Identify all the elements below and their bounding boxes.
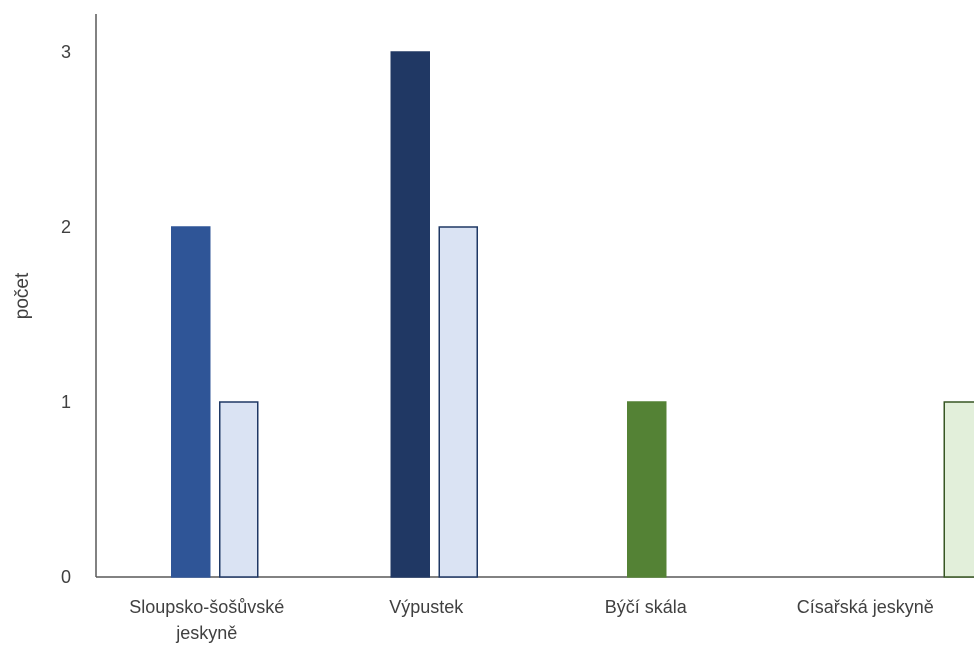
x-category-label: Výpustek bbox=[389, 597, 464, 617]
bar bbox=[943, 401, 974, 578]
bar bbox=[438, 226, 478, 578]
y-tick-label: 0 bbox=[61, 567, 71, 587]
bar bbox=[390, 51, 430, 578]
y-tick-label: 1 bbox=[61, 392, 71, 412]
y-tick-labels: 0 1 2 3 bbox=[61, 42, 71, 587]
bar bbox=[627, 401, 667, 578]
bar bbox=[219, 401, 259, 578]
category-labels: Sloupsko-šošůvské jeskyně Výpustek Býčí ská… bbox=[129, 597, 934, 643]
x-category-label: Sloupsko-šošůvské bbox=[129, 597, 284, 617]
x-category-label: Císařská jeskyně bbox=[797, 597, 934, 617]
bar bbox=[171, 226, 211, 578]
y-tick-label: 3 bbox=[61, 42, 71, 62]
x-category-label: jeskyně bbox=[175, 623, 237, 643]
y-axis-title: počet bbox=[12, 272, 33, 319]
y-tick-label: 2 bbox=[61, 217, 71, 237]
x-category-label: Býčí skála bbox=[605, 597, 688, 617]
bars bbox=[171, 51, 974, 578]
